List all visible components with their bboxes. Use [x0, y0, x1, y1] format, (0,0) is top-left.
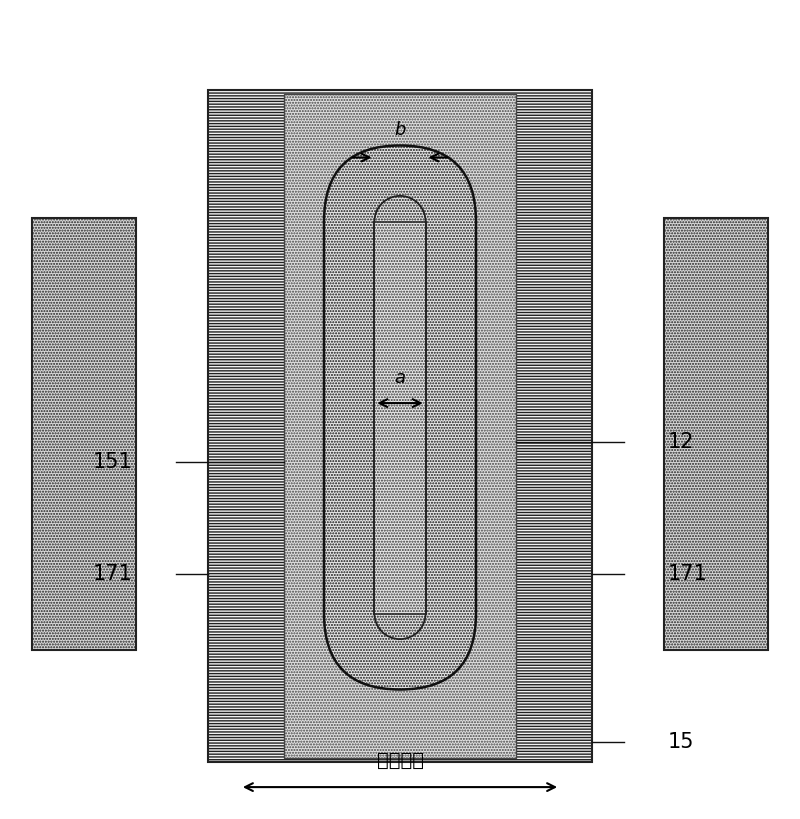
Text: b: b — [394, 121, 406, 139]
Text: 沟道方向: 沟道方向 — [377, 750, 423, 770]
Text: 151: 151 — [92, 451, 132, 472]
FancyBboxPatch shape — [324, 146, 476, 690]
Text: 171: 171 — [668, 563, 708, 583]
Text: 12: 12 — [668, 432, 694, 451]
Text: 15: 15 — [668, 731, 694, 752]
Bar — [664, 218, 768, 649]
Bar — [284, 93, 516, 758]
Text: a: a — [394, 369, 406, 387]
Bar — [208, 89, 592, 762]
Bar — [32, 218, 136, 649]
Bar — [374, 221, 426, 613]
Text: 171: 171 — [92, 563, 132, 583]
